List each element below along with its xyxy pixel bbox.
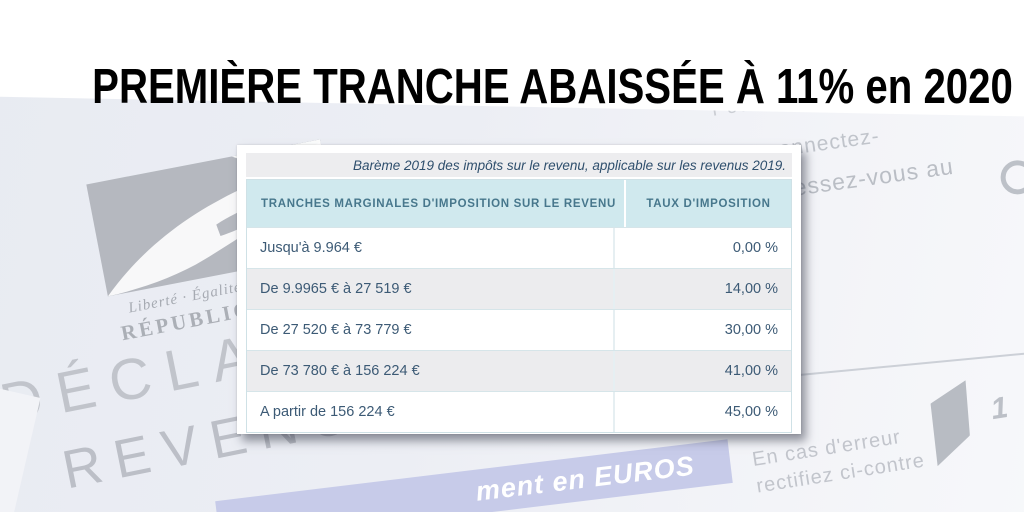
bracket-cell: Jusqu'à 9.964 € [247,228,615,268]
bracket-cell: A partir de 156 224 € [247,392,615,432]
table-row: De 27 520 € à 73 779 € 30,00 % [247,309,791,350]
arrow-marker-icon [925,377,975,468]
rate-cell: 14,00 % [724,281,778,297]
table-row: De 73 780 € à 156 224 € 41,00 % [247,350,791,391]
table-row: De 9.9965 € à 27 519 € 14,00 % [247,268,791,309]
rate-cell: 45,00 % [724,404,778,420]
form-divider-line [797,351,1024,377]
rate-cell: 41,00 % [724,363,778,379]
bracket-cell: De 9.9965 € à 27 519 € [247,269,615,309]
euros-banner-text: ment en EUROS [474,449,697,507]
rate-cell: 0,00 % [732,240,778,256]
form-section-number: 1 [988,390,1011,427]
table-row: Jusqu'à 9.964 € 0,00 % [247,227,791,268]
bracket-cell: De 27 520 € à 73 779 € [247,310,615,350]
column-header-brackets: TRANCHES MARGINALES D'IMPOSITION SUR LE … [247,180,624,227]
table-caption: Barème 2019 des impôts sur le revenu, ap… [246,153,792,177]
bracket-cell: De 73 780 € à 156 224 € [247,351,615,391]
rate-cell: 30,00 % [724,322,778,338]
column-header-rate: TAUX D'IMPOSITION [626,180,791,227]
table-row: A partir de 156 224 € 45,00 % [247,391,791,432]
tax-table: TRANCHES MARGINALES D'IMPOSITION SUR LE … [246,179,792,433]
arrow-marker-icon [979,504,1024,512]
tax-table-card: Barème 2019 des impôts sur le revenu, ap… [237,145,801,434]
table-header-row: TRANCHES MARGINALES D'IMPOSITION SUR LE … [247,180,791,227]
phone-ring-icon [1000,159,1024,195]
page-title: PREMIÈRE TRANCHE ABAISSÉE À 11% en 2020 … [92,59,1024,114]
